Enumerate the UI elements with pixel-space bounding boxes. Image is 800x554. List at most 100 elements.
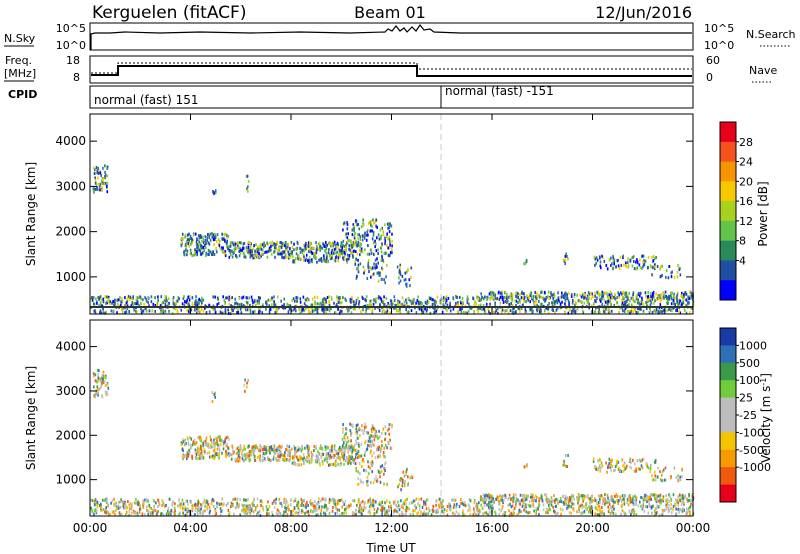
velocity-echo-pixel <box>279 455 282 459</box>
velocity-echo-pixel <box>147 509 149 513</box>
power-echo-pixel <box>101 182 104 186</box>
velocity-echo-pixel <box>200 503 202 507</box>
power-frame <box>89 113 694 315</box>
power-echo-pixel <box>582 309 584 313</box>
power-echo-pixel <box>373 298 376 302</box>
velocity-echo-pixel <box>345 511 348 515</box>
velocity-echo-pixel <box>272 457 275 461</box>
power-echo-pixel <box>358 249 361 252</box>
velocity-echo-pixel <box>502 513 504 517</box>
power-echo-pixel <box>537 293 540 297</box>
velocity-echo-pixel <box>95 379 98 383</box>
velocity-echo-pixel <box>218 503 221 506</box>
velocity-echo-pixel <box>313 445 316 448</box>
velocity-echo-pixel <box>318 505 321 509</box>
power-echo-pixel <box>183 250 185 254</box>
power-echo-pixel <box>389 240 391 244</box>
velocity-echo-pixel <box>488 510 491 514</box>
power-echo-pixel <box>361 295 364 299</box>
velocity-echo-pixel <box>476 509 479 513</box>
power-echo-pixel <box>362 218 364 222</box>
velocity-echo-pixel <box>486 503 488 507</box>
velocity-echo-pixel <box>183 454 186 458</box>
nsearch-tick-top: 10^5 <box>704 22 734 35</box>
velocity-echo-pixel <box>362 508 365 512</box>
power-echo-pixel <box>239 307 242 311</box>
power-echo-pixel <box>256 301 259 305</box>
velocity-echo-pixel <box>306 510 308 514</box>
velocity-echo-pixel <box>390 447 393 450</box>
power-echo-pixel <box>194 248 196 252</box>
cpid-label: CPID <box>8 88 37 101</box>
power-echo-pixel <box>504 296 506 300</box>
power-echo-pixel <box>525 300 527 304</box>
power-echo-pixel <box>369 299 372 303</box>
power-echo-pixel <box>645 294 647 298</box>
power-echo-pixel <box>214 189 217 193</box>
velocity-echo-pixel <box>242 504 245 508</box>
velocity-echo-pixel <box>422 500 425 504</box>
velocity-echo-pixel <box>365 469 368 473</box>
power-echo-pixel <box>543 299 546 303</box>
velocity-echo-pixel <box>677 478 680 482</box>
power-echo-pixel <box>380 299 383 303</box>
power-echo-pixel <box>389 222 391 226</box>
power-echo-pixel <box>252 253 254 257</box>
velocity-echo-pixel <box>493 500 495 504</box>
velocity-echo-pixel <box>403 474 406 478</box>
velocity-echo-pixel <box>635 502 637 506</box>
velocity-echo-pixel <box>126 506 128 510</box>
power-echo-pixel <box>278 248 281 252</box>
velocity-echo-pixel <box>523 508 525 512</box>
power-echo-pixel <box>165 299 167 303</box>
velocity-echo-pixel <box>350 444 353 448</box>
velocity-echo-pixel <box>235 452 238 455</box>
power-echo-pixel <box>459 308 461 312</box>
power-echo-pixel <box>325 298 327 301</box>
velocity-echo-pixel <box>278 450 281 454</box>
power-echo-pixel <box>335 256 337 260</box>
power-echo-pixel <box>556 306 559 310</box>
power-echo-pixel <box>364 233 366 237</box>
power-echo-pixel <box>587 300 589 304</box>
power-echo-pixel <box>491 290 493 294</box>
power-echo-pixel <box>125 301 128 305</box>
velocity-echo-pixel <box>298 456 301 460</box>
velocity-echo-pixel <box>212 456 215 460</box>
velocity-echo-pixel <box>407 475 409 479</box>
power-echo-pixel <box>538 307 540 311</box>
power-echo-pixel <box>273 295 275 299</box>
velocity-echo-pixel <box>368 444 371 448</box>
velocity-echo-pixel <box>308 513 310 517</box>
power-echo-pixel <box>192 233 195 237</box>
velocity-echo-pixel <box>463 513 466 517</box>
power-echo-pixel <box>228 295 231 299</box>
power-echo-pixel <box>231 296 233 300</box>
power-echo-pixel <box>241 248 243 252</box>
power-echo-pixel <box>375 300 377 304</box>
nsky-tick-top: 10^5 <box>56 22 86 35</box>
velocity-echo-pixel <box>442 499 444 503</box>
velocity-echo-pixel <box>379 450 382 454</box>
power-echo-pixel <box>339 252 341 256</box>
power-echo-pixel <box>221 232 223 236</box>
velocity-echo-pixel <box>212 504 215 508</box>
velocity-echo-pixel <box>335 460 337 464</box>
power-echo-pixel <box>125 301 127 305</box>
velocity-echo-pixel <box>359 478 362 482</box>
velocity-echo-pixel <box>255 506 257 509</box>
velocity-echo-pixel <box>341 452 343 456</box>
velocity-echo-pixel <box>306 446 309 450</box>
velocity-echo-pixel <box>97 388 99 392</box>
power-echo-pixel <box>461 303 463 307</box>
power-echo-pixel <box>261 252 263 256</box>
power-echo-pixel <box>532 298 534 302</box>
power-echo-pixel <box>519 300 521 304</box>
velocity-echo-pixel <box>188 509 190 513</box>
velocity-echo-pixel <box>265 446 268 450</box>
velocity-echo-pixel <box>226 442 228 446</box>
velocity-echo-pixel <box>165 512 168 516</box>
power-echo-pixel <box>356 223 358 227</box>
date-title: 12/Jun/2016 <box>595 3 692 22</box>
power-echo-pixel <box>318 258 320 262</box>
